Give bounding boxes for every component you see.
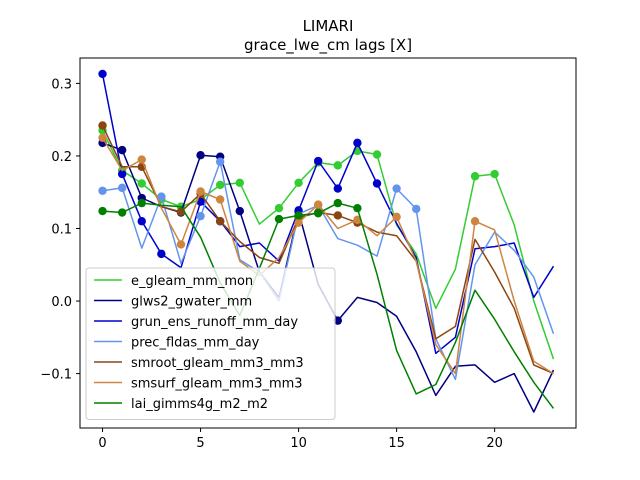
data-point-e_gleam_mm_mon-7 (235, 178, 244, 187)
data-point-e_gleam_mm_mon-19 (470, 172, 480, 181)
data-point-lai_gimms4g_m2_m2-9 (274, 214, 284, 224)
data-point-e_gleam_mm_mon-6 (215, 180, 225, 190)
x-tick-label-3: 15 (388, 436, 405, 451)
data-point-e_gleam_mm_mon-10 (294, 178, 303, 187)
plot-area (98, 69, 555, 413)
data-point-lai_gimms4g_m2_m2-0 (98, 206, 107, 216)
data-point-grun_ens_runoff_mm_day-14 (372, 179, 382, 188)
series-line-grun_ens_runoff_mm_day (101, 73, 555, 355)
y-tick-label-1: 0.0 (51, 295, 72, 310)
data-point-grun_ens_runoff_mm_day-5 (196, 197, 205, 206)
legend-label-smroot_gleam_mm3_mm3: smroot_gleam_mm3_mm3 (131, 356, 304, 371)
x-tick-label-0: 0 (98, 436, 106, 451)
data-point-lai_gimms4g_m2_m2-12 (333, 198, 343, 208)
data-point-smsurf_gleam_mm3_mm3-4 (176, 240, 186, 249)
series-line-prec_fldas_mm_day (102, 160, 555, 381)
legend-label-e_gleam_mm_mon: e_gleam_mm_mon (131, 274, 253, 289)
legend-label-prec_fldas_mm_day: prec_fldas_mm_day (131, 336, 260, 351)
data-point-grun_ens_runoff_mm_day-1 (117, 169, 127, 179)
legend-box (85, 267, 336, 420)
data-point-glws2_gwater_mm-12 (333, 316, 343, 325)
data-point-grun_ens_runoff_mm_day-2 (137, 217, 146, 226)
data-point-glws2_gwater_mm-1 (117, 145, 127, 155)
legend-label-lai_gimms4g_m2_m2: lai_gimms4g_m2_m2 (131, 397, 268, 412)
legend: e_gleam_mm_mon glws2_gwater_mm grun_ens_ru… (85, 267, 336, 420)
data-point-prec_fldas_mm_day-6 (215, 157, 225, 166)
data-point-lai_gimms4g_m2_m2-10 (294, 211, 303, 220)
data-point-smsurf_gleam_mm3_mm3-10 (294, 218, 303, 227)
data-point-smsurf_gleam_mm3_mm3-11 (313, 200, 323, 209)
axes-ticks: 0 5 10 15 20 −0.1 0.0 0.1 0.2 0.3 (40, 77, 502, 451)
data-point-grun_ens_runoff_mm_day-0 (98, 69, 107, 79)
data-point-lai_gimms4g_m2_m2-1 (117, 208, 127, 217)
x-tick-label-1: 5 (196, 436, 204, 451)
data-point-e_gleam_mm_mon-9 (274, 203, 284, 213)
data-point-smroot_gleam_mm3_mm3-6 (215, 217, 225, 226)
data-point-smroot_gleam_mm3_mm3-12 (333, 211, 343, 220)
data-point-lai_gimms4g_m2_m2-11 (313, 209, 323, 218)
data-point-glws2_gwater_mm-5 (196, 151, 205, 160)
data-point-prec_fldas_mm_day-15 (392, 184, 401, 193)
data-point-smsurf_gleam_mm3_mm3-0 (98, 133, 107, 143)
data-point-prec_fldas_mm_day-16 (412, 204, 421, 214)
data-point-smsurf_gleam_mm3_mm3-15 (392, 212, 401, 222)
data-point-smroot_gleam_mm3_mm3-0 (98, 121, 107, 130)
data-point-smsurf_gleam_mm3_mm3-6 (215, 195, 225, 204)
legend-label-glws2_gwater_mm: glws2_gwater_mm (131, 295, 252, 310)
data-point-e_gleam_mm_mon-12 (333, 161, 343, 170)
data-point-prec_fldas_mm_day-3 (157, 192, 166, 201)
data-point-smsurf_gleam_mm3_mm3-5 (196, 187, 205, 196)
y-tick-label-3: 0.2 (51, 150, 72, 165)
data-point-grun_ens_runoff_mm_day-3 (157, 249, 166, 259)
chart-subtitle: grace_lwe_cm lags [X] (244, 36, 412, 55)
y-tick-label-0: −0.1 (40, 368, 72, 383)
axes-frame (79, 57, 577, 429)
legend-label-grun_ens_runoff_mm_day: grun_ens_runoff_mm_day (131, 315, 298, 330)
series-lai_gimms4g_m2_m2 (98, 198, 555, 409)
data-point-glws2_gwater_mm-7 (235, 206, 244, 216)
data-point-e_gleam_mm_mon-2 (137, 179, 146, 188)
series-smsurf_gleam_mm3_mm3 (98, 133, 554, 375)
legend-label-smsurf_gleam_mm3_mm3: smsurf_gleam_mm3_mm3 (131, 377, 303, 392)
y-tick-label-4: 0.3 (51, 77, 72, 92)
series-line-lai_gimms4g_m2_m2 (102, 202, 555, 409)
data-point-lai_gimms4g_m2_m2-2 (137, 198, 146, 208)
data-point-prec_fldas_mm_day-5 (196, 211, 205, 221)
x-tick-label-2: 10 (290, 436, 307, 451)
data-point-e_gleam_mm_mon-20 (490, 169, 499, 179)
chart-title: LIMARI (303, 17, 354, 35)
data-point-grun_ens_runoff_mm_day-13 (353, 138, 362, 148)
data-point-prec_fldas_mm_day-1 (117, 183, 127, 193)
y-tick-label-2: 0.1 (51, 222, 72, 237)
data-point-prec_fldas_mm_day-0 (98, 186, 107, 195)
data-point-e_gleam_mm_mon-14 (372, 150, 382, 159)
x-tick-label-4: 20 (486, 436, 503, 451)
data-point-smsurf_gleam_mm3_mm3-2 (137, 155, 146, 164)
data-point-grun_ens_runoff_mm_day-12 (333, 184, 343, 193)
data-point-smsurf_gleam_mm3_mm3-19 (470, 217, 480, 226)
data-point-lai_gimms4g_m2_m2-13 (353, 203, 362, 213)
data-point-grun_ens_runoff_mm_day-11 (313, 156, 323, 166)
